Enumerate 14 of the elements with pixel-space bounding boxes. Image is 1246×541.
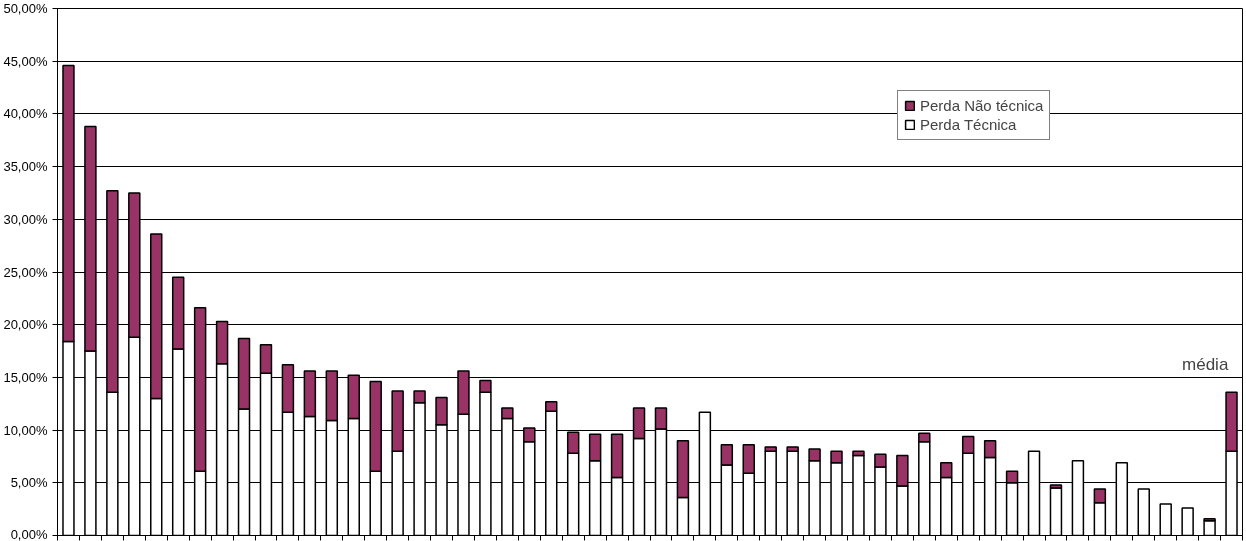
y-tick-label: 5,00% (10, 475, 48, 491)
y-tick-label: 45,00% (3, 53, 48, 69)
legend-label: Perda Não técnica (920, 97, 1044, 114)
y-tick-label: 0,00% (10, 526, 48, 541)
y-tick-label: 35,00% (3, 159, 48, 175)
y-tick-label: 10,00% (3, 422, 48, 438)
annotation: média (1182, 355, 1229, 375)
y-tick-label: 40,00% (3, 106, 48, 122)
y-tick-label: 15,00% (3, 369, 48, 385)
y-tick-label: 30,00% (3, 211, 48, 227)
y-tick-label: 25,00% (3, 264, 48, 280)
legend-label: Perda Técnica (920, 116, 1017, 133)
y-tick-label: 50,00% (3, 1, 48, 16)
y-tick-label: 20,00% (3, 317, 48, 333)
